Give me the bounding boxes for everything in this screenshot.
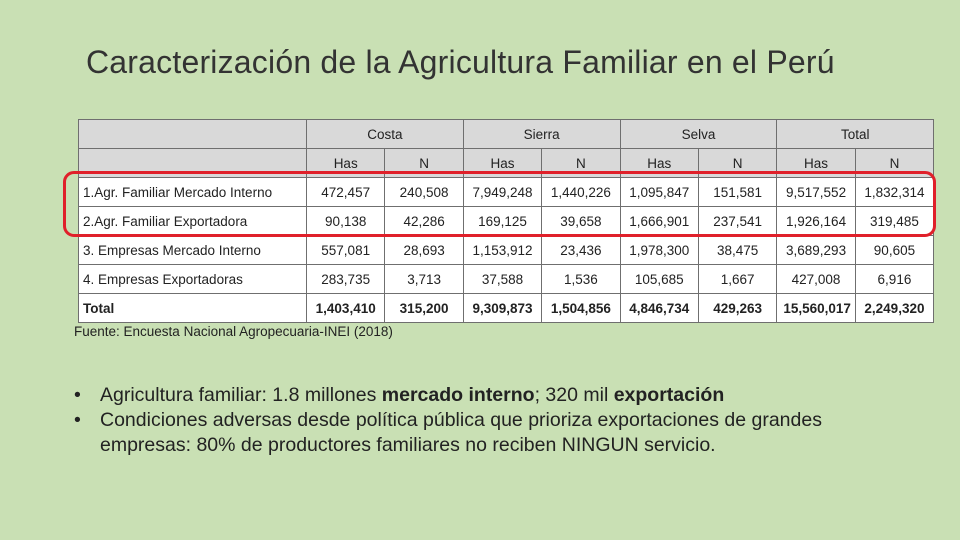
table-row: 1.Agr. Familiar Mercado Interno 472,457 …: [78, 177, 935, 207]
table-cell: 427,008: [776, 264, 856, 294]
table-cell: 28,693: [384, 235, 464, 265]
table-cell: 90,138: [305, 206, 386, 236]
bullet-item: • Condiciones adversas desde política púb…: [74, 408, 914, 458]
region-header-selva: Selva: [619, 119, 778, 149]
table-row: 4. Empresas Exportadoras 283,735 3,713 3…: [78, 264, 935, 294]
subheader-cell: Has: [619, 148, 699, 178]
region-header-row: Costa Sierra Selva Total: [78, 119, 935, 149]
table-cell: 15,560,017: [776, 293, 856, 323]
table-cell: 9,309,873: [462, 293, 543, 323]
subheader-cell: N: [541, 148, 621, 178]
corner-cell: [78, 119, 307, 149]
region-header-costa: Costa: [306, 119, 464, 149]
region-header-sierra: Sierra: [462, 119, 621, 149]
corner-cell: [78, 148, 307, 178]
source-note: Fuente: Encuesta Nacional Agropecuaria-I…: [74, 324, 393, 339]
subheader-cell: Has: [462, 148, 543, 178]
table-cell: 1,667: [697, 264, 778, 294]
table-cell: 240,508: [384, 177, 464, 207]
row-label: 3. Empresas Mercado Interno: [78, 235, 307, 265]
table-cell: 37,588: [462, 264, 543, 294]
row-label: 4. Empresas Exportadoras: [78, 264, 307, 294]
data-table-container: Costa Sierra Selva Total Has N Has N Has…: [78, 119, 935, 323]
row-label: Total: [78, 293, 307, 323]
table-cell: 315,200: [384, 293, 464, 323]
table-cell: 1,978,300: [619, 235, 699, 265]
bullet-text: Agricultura familiar: 1.8 millones: [100, 384, 382, 406]
table-cell: 3,713: [384, 264, 464, 294]
table-cell: 1,440,226: [541, 177, 621, 207]
table-cell: 429,263: [697, 293, 778, 323]
table-cell: 3,689,293: [776, 235, 856, 265]
table-cell: 39,658: [541, 206, 621, 236]
table-cell: 1,832,314: [854, 177, 935, 207]
subheader-row: Has N Has N Has N Has N: [78, 148, 935, 178]
row-label: 2.Agr. Familiar Exportadora: [78, 206, 307, 236]
subheader-cell: N: [854, 148, 935, 178]
subheader-cell: Has: [305, 148, 386, 178]
table-cell: 6,916: [854, 264, 935, 294]
bullet-text: ; 320 mil: [534, 384, 614, 406]
bullet-dot-icon: •: [74, 409, 81, 431]
table-cell: 472,457: [305, 177, 386, 207]
table-cell: 2,249,320: [854, 293, 935, 323]
slide-title: Caracterización de la Agricultura Famili…: [86, 44, 835, 80]
table-cell: 38,475: [697, 235, 778, 265]
bullet-text: Condiciones adversas desde política públ…: [100, 409, 822, 456]
table-cell: 283,735: [305, 264, 386, 294]
table-cell: 9,517,552: [776, 177, 856, 207]
table-row: 3. Empresas Mercado Interno 557,081 28,6…: [78, 235, 935, 265]
table-row: 2.Agr. Familiar Exportadora 90,138 42,28…: [78, 206, 935, 236]
table-cell: 23,436: [541, 235, 621, 265]
bullet-bold-text: mercado interno: [381, 384, 535, 406]
table-cell: 1,403,410: [305, 293, 386, 323]
table-cell: 4,846,734: [619, 293, 699, 323]
table-cell: 1,153,912: [462, 235, 543, 265]
table-cell: 105,685: [619, 264, 699, 294]
bullet-list: • Agricultura familiar: 1.8 millones merc…: [74, 383, 914, 458]
table-cell: 319,485: [854, 206, 935, 236]
row-label: 1.Agr. Familiar Mercado Interno: [78, 177, 307, 207]
table-cell: 151,581: [697, 177, 778, 207]
bullet-item: • Agricultura familiar: 1.8 millones merc…: [74, 383, 914, 408]
table-cell: 237,541: [697, 206, 778, 236]
table-cell: 557,081: [305, 235, 386, 265]
table-cell: 1,536: [541, 264, 621, 294]
bullet-dot-icon: •: [74, 384, 81, 406]
region-header-total: Total: [776, 119, 935, 149]
table-cell: 1,504,856: [541, 293, 621, 323]
table-cell: 42,286: [384, 206, 464, 236]
table-cell: 7,949,248: [462, 177, 543, 207]
total-row: Total 1,403,410 315,200 9,309,873 1,504,…: [78, 293, 935, 323]
bullet-bold-text: exportación: [613, 384, 725, 406]
table-cell: 1,666,901: [619, 206, 699, 236]
data-table: Costa Sierra Selva Total Has N Has N Has…: [78, 119, 935, 323]
table-cell: 169,125: [462, 206, 543, 236]
table-cell: 1,926,164: [776, 206, 856, 236]
subheader-cell: N: [697, 148, 778, 178]
table-cell: 90,605: [854, 235, 935, 265]
subheader-cell: Has: [776, 148, 856, 178]
subheader-cell: N: [384, 148, 464, 178]
table-cell: 1,095,847: [619, 177, 699, 207]
